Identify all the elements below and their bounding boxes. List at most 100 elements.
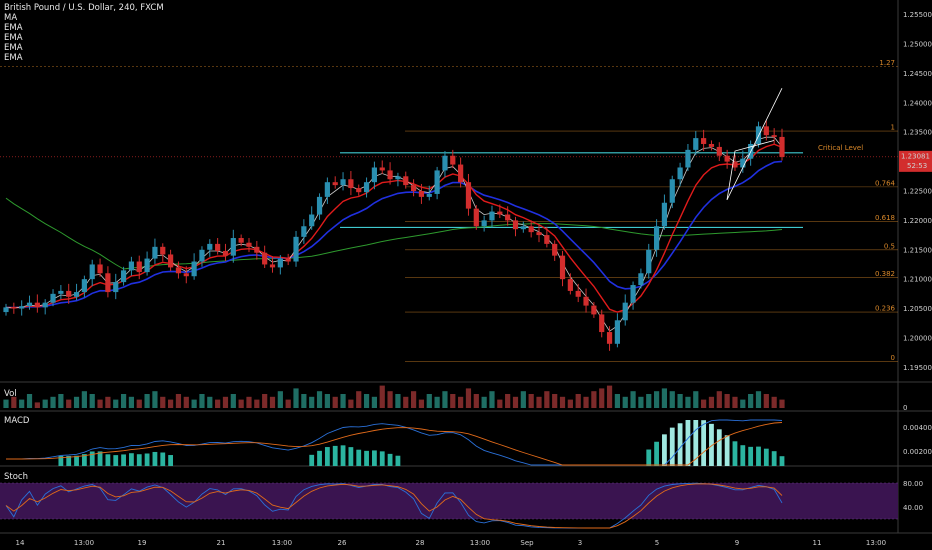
candle-body <box>379 167 385 171</box>
volume-bar <box>160 396 166 408</box>
volume-bar <box>66 399 72 408</box>
candle-body <box>724 155 730 162</box>
candle-body <box>661 202 668 227</box>
candle-body <box>136 261 142 273</box>
macd-histogram-bar <box>724 435 730 466</box>
candle-body <box>528 226 534 233</box>
fib-label: 1 <box>891 124 895 132</box>
candle-body <box>732 161 738 168</box>
volume-bar <box>42 399 48 408</box>
candle-body <box>73 292 80 297</box>
candle-body <box>168 254 174 268</box>
candle-body <box>638 273 644 286</box>
volume-bar <box>693 391 699 408</box>
candle-body <box>465 182 472 209</box>
candle-body <box>160 246 166 255</box>
volume-bar <box>175 394 182 408</box>
macd-histogram-bar <box>748 446 754 466</box>
candle-body <box>277 258 283 268</box>
candle-body <box>316 196 323 215</box>
macd-histogram-bar <box>709 423 714 466</box>
macd-label[interactable]: MACD <box>4 416 30 426</box>
candle-body <box>567 279 573 291</box>
last-price-label: 1.23081 <box>901 152 930 160</box>
volume-bar <box>575 394 581 408</box>
x-tick-label: 13:00 <box>272 539 292 547</box>
chart-title: British Pound / U.S. Dollar, 240, FXCM <box>4 3 164 13</box>
candle-body <box>42 302 48 308</box>
macd-histogram-bar <box>701 420 707 466</box>
candle-body <box>677 167 683 180</box>
volume-bar <box>418 399 425 408</box>
y-tick-label: 1.25500 <box>903 11 932 19</box>
candle-body <box>309 214 315 227</box>
macd-histogram-bar <box>771 451 777 466</box>
volume-bar <box>363 394 370 408</box>
volume-bar <box>230 394 236 408</box>
volume-bar <box>222 396 229 408</box>
ma-green-line <box>5 197 783 270</box>
macd-histogram-bar <box>716 429 722 466</box>
candle-body <box>520 226 526 230</box>
volume-bar <box>81 391 87 408</box>
candle-body <box>230 238 236 256</box>
indicator-ema-4[interactable]: EMA <box>4 53 23 63</box>
candle-body <box>418 191 425 197</box>
macd-histogram-bar <box>779 456 785 466</box>
macd-signal-line <box>6 422 783 466</box>
stoch-tick-label: 80.00 <box>903 480 923 488</box>
volume-bar <box>246 396 252 408</box>
macd-histogram-bar <box>113 455 119 466</box>
macd-histogram-bar <box>732 441 738 466</box>
stoch-tick-label: 40.00 <box>903 504 923 512</box>
y-tick-label: 1.20000 <box>903 334 932 342</box>
volume-bar <box>58 394 64 408</box>
candle-body <box>222 250 229 256</box>
candle-body <box>693 138 699 150</box>
indicator-ema-1[interactable]: EMA <box>4 23 23 33</box>
volume-bar <box>685 396 691 408</box>
macd-histogram-bar <box>379 451 385 466</box>
volume-bar <box>536 396 542 408</box>
x-tick-label: 28 <box>416 539 425 547</box>
support-lines: Critical Level <box>0 144 898 229</box>
candle-body <box>215 243 221 251</box>
y-tick-label: 1.23500 <box>903 129 932 137</box>
volume-bar <box>622 396 628 408</box>
volume-bar <box>497 399 503 408</box>
candle-body <box>701 138 707 144</box>
volume-label[interactable]: Vol <box>4 389 17 399</box>
candle-body <box>348 179 354 189</box>
volume-bar <box>168 399 174 408</box>
volume-bar <box>105 396 111 408</box>
volume-bar <box>724 394 730 408</box>
indicator-ma[interactable]: MA <box>4 13 18 23</box>
candle-body <box>66 290 72 297</box>
volume-bar <box>614 394 620 408</box>
candle-body <box>512 220 519 230</box>
macd-histogram-bar <box>372 450 377 466</box>
volume-bar <box>324 394 330 408</box>
candle-body <box>58 290 64 294</box>
volume-bar <box>183 396 189 408</box>
indicator-ema-3[interactable]: EMA <box>4 43 23 53</box>
volume-bar <box>199 394 205 408</box>
candle-body <box>238 238 244 243</box>
volume-bar <box>732 396 738 408</box>
candle-body <box>410 185 417 191</box>
volume-bar <box>410 391 417 408</box>
last-price-badge <box>899 150 932 172</box>
stoch-label[interactable]: Stoch <box>4 472 28 482</box>
fib-label: 0.5 <box>884 242 895 250</box>
macd-histogram-bar <box>356 449 362 466</box>
indicator-ema-2[interactable]: EMA <box>4 33 23 43</box>
candle-body <box>552 243 558 256</box>
candle-body <box>599 314 605 333</box>
macd-histogram-bar <box>395 455 401 466</box>
axes: 1.25500 1.25000 1.24500 1.24000 1.23500 1.230… <box>16 11 932 547</box>
volume-bar <box>763 394 769 408</box>
y-tick-label: 1.24500 <box>903 70 932 78</box>
candle-body <box>113 282 119 293</box>
candle-body <box>340 179 346 186</box>
